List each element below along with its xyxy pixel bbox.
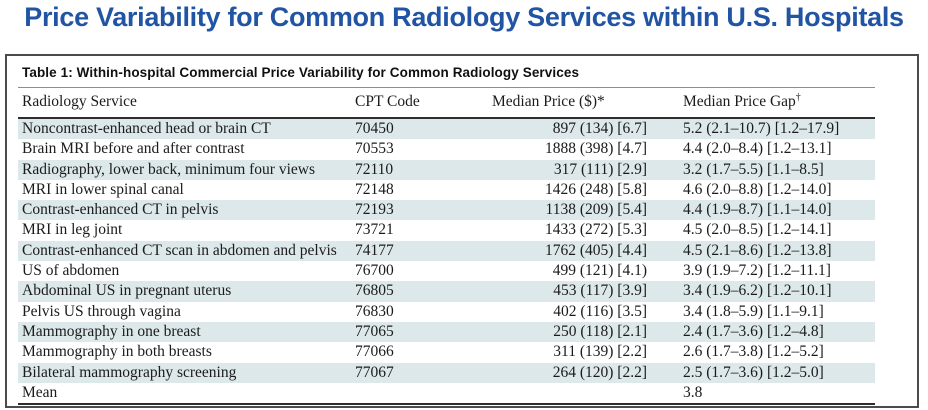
cell-cpt-code: 74177 (355, 240, 492, 262)
cell-median-price: 1426 (248) [5.8] (544, 180, 647, 198)
cell-median-price-gap: 4.4 (2.0–8.4) [1.2–13.1] (683, 140, 832, 158)
cell-median-price-gap: 4.5 (2.0–8.5) [1.2–14.1] (683, 221, 832, 239)
cell-service: Contrast-enhanced CT scan in abdomen and… (18, 240, 355, 262)
cell-median-price-gap: 3.4 (1.9–6.2) [1.2–10.1] (655, 281, 875, 302)
cell-median-price-gap: 2.4 (1.7–3.6) [1.2–4.8] (655, 321, 875, 343)
cell-median-price: 264 (120) [2.2] (492, 362, 655, 383)
cell-median-price: 1138 (209) [5.4] (492, 200, 655, 221)
cell-service: Contrast-enhanced CT in pelvis (18, 200, 355, 221)
cell-cpt-code: 77066 (355, 343, 394, 361)
cell-cpt-code: 72193 (355, 200, 492, 221)
cell-median-price: 311 (139) [2.2] (553, 343, 647, 361)
cell-median-price: 1762 (405) [4.4] (492, 240, 655, 262)
cell-median-price-gap: 3.9 (1.9–7.2) [1.2–11.1] (683, 262, 831, 280)
table-row: Radiography, lower back, minimum four vi… (18, 159, 875, 180)
page-title: Price Variability for Common Radiology S… (24, 2, 904, 32)
table-row: MRI in leg joint 73721 1433 (272) [5.3] … (18, 220, 875, 240)
header-row: Radiology Service CPT Code Median Price … (18, 87, 875, 119)
col-header-label: Radiology Service (22, 93, 137, 110)
cell-service: US of abdomen (22, 262, 120, 280)
cell-median-price: 317 (111) [2.9] (492, 159, 655, 180)
col-header-median-price: Median Price ($)* (492, 87, 655, 119)
table-row: Pelvis US through vagina 76830 402 (116)… (18, 302, 875, 322)
cell-median-price-gap: 3.2 (1.7–5.5) [1.1–8.5] (655, 159, 875, 180)
cell-median-price: 453 (117) [3.9] (492, 281, 655, 302)
cell-median-price-gap: 4.5 (2.1–8.6) [1.2–13.8] (655, 240, 875, 262)
cell-median-price: 250 (118) [2.1] (492, 321, 655, 343)
cell-cpt-code: 73721 (355, 221, 394, 239)
cell-median-price (492, 382, 655, 406)
cell-cpt-code: 72110 (355, 159, 492, 180)
col-header-median-price-gap: Median Price Gap† (655, 87, 875, 119)
cell-median-price-gap: 3.4 (1.8–5.9) [1.1–9.1] (683, 302, 824, 320)
cell-median-price-gap: 2.5 (1.7–3.6) [1.2–5.0] (655, 362, 875, 383)
cell-cpt-code: 76700 (355, 262, 394, 280)
cell-cpt-code: 76830 (355, 302, 394, 320)
cell-service: MRI in leg joint (22, 221, 123, 239)
table-row: US of abdomen 76700 499 (121) [4.1) 3.9 … (18, 261, 875, 281)
cell-median-price: 402 (116) [3.5] (553, 302, 647, 320)
table-row: Contrast-enhanced CT in pelvis 72193 113… (18, 200, 875, 221)
table-row: Noncontrast-enhanced head or brain CT 70… (18, 118, 875, 140)
cell-median-price-gap: 4.4 (1.9–8.7) [1.1–14.0] (655, 200, 875, 221)
table-row: Mammography in both breasts 77066 311 (1… (18, 342, 875, 362)
cell-cpt-code (355, 382, 492, 406)
cell-cpt-code: 70450 (355, 118, 492, 140)
cell-service: MRI in lower spinal canal (22, 180, 184, 198)
table-row-mean: Mean 3.8 (18, 382, 875, 406)
col-header-label: Median Price ($)* (492, 93, 605, 110)
footnote-marker-dagger: † (795, 91, 801, 103)
cell-median-price: 1888 (398) [4.7] (544, 140, 647, 158)
radiology-price-table: Radiology Service CPT Code Median Price … (18, 87, 875, 406)
table-container: Table 1: Within-hospital Commercial Pric… (5, 54, 919, 408)
cell-cpt-code: 72148 (355, 180, 394, 198)
cell-median-price-gap: 3.8 (655, 382, 875, 406)
table-caption: Table 1: Within-hospital Commercial Pric… (22, 65, 580, 80)
cell-service: Radiography, lower back, minimum four vi… (18, 159, 355, 180)
cell-service: Mammography in one breast (18, 321, 355, 343)
table-row: Contrast-enhanced CT scan in abdomen and… (18, 240, 875, 262)
table-row: Brain MRI before and after contrast 7055… (18, 139, 875, 159)
cell-median-price: 897 (134) [6.7] (492, 118, 655, 140)
cell-service: Pelvis US through vagina (22, 302, 181, 320)
col-header-label: CPT Code (355, 93, 420, 110)
cell-cpt-code: 70553 (355, 140, 394, 158)
cell-service: Mean (18, 382, 355, 406)
cell-service: Noncontrast-enhanced head or brain CT (18, 118, 355, 140)
cell-median-price-gap: 2.6 (1.7–3.8) [1.2–5.2] (683, 343, 824, 361)
table-row: Abdominal US in pregnant uterus 76805 45… (18, 281, 875, 302)
col-header-cpt-code: CPT Code (355, 87, 492, 119)
cell-median-price: 499 (121) [4.1) (552, 262, 647, 280)
table-row: Bilateral mammography screening 77067 26… (18, 362, 875, 383)
cell-service: Abdominal US in pregnant uterus (18, 281, 355, 302)
cell-cpt-code: 76805 (355, 281, 492, 302)
cell-median-price-gap: 4.6 (2.0–8.8) [1.2–14.0] (683, 180, 832, 198)
cell-median-price: 1433 (272) [5.3] (544, 221, 647, 239)
cell-cpt-code: 77065 (355, 321, 492, 343)
table-row: Mammography in one breast 77065 250 (118… (18, 321, 875, 343)
cell-service: Bilateral mammography screening (18, 362, 355, 383)
cell-cpt-code: 77067 (355, 362, 492, 383)
cell-service: Mammography in both breasts (22, 343, 212, 361)
cell-median-price-gap: 5.2 (2.1–10.7) [1.2–17.9] (655, 118, 875, 140)
col-header-label: Median Price Gap (683, 93, 796, 110)
col-header-radiology-service: Radiology Service (18, 87, 355, 119)
cell-service: Brain MRI before and after contrast (22, 140, 245, 158)
table-row: MRI in lower spinal canal 72148 1426 (24… (18, 180, 875, 200)
